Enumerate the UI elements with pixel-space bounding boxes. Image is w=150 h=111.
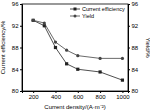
axis-line bbox=[20, 5, 23, 92]
data-point bbox=[76, 54, 79, 57]
tick-label: 80 bbox=[132, 88, 139, 94]
tick: 800 bbox=[96, 91, 107, 100]
data-point bbox=[54, 40, 57, 43]
tick-mark bbox=[128, 91, 130, 92]
tick-mark bbox=[122, 91, 123, 93]
tick: 96 bbox=[128, 1, 139, 7]
data-point bbox=[65, 49, 68, 52]
plot: 200400600800100080848892968084889296Curr… bbox=[12, 1, 139, 99]
tick-label: 96 bbox=[12, 1, 19, 7]
tick-label: 88 bbox=[132, 45, 139, 51]
y2-axis-title: Yield/% bbox=[145, 37, 150, 58]
tick: 96 bbox=[12, 1, 22, 7]
tick-label: 84 bbox=[132, 67, 139, 73]
tick-mark bbox=[100, 91, 101, 93]
y2-axis: 80 84 88 92 96 bbox=[128, 1, 139, 94]
data-point bbox=[99, 57, 102, 60]
tick: 92 bbox=[128, 23, 139, 29]
series-line bbox=[33, 20, 122, 58]
tick: 1000 bbox=[116, 91, 130, 100]
tick-mark bbox=[128, 69, 130, 70]
axis-line bbox=[129, 5, 131, 92]
legend-line bbox=[70, 16, 80, 17]
tick-label: 96 bbox=[132, 1, 139, 7]
tick-label: 92 bbox=[132, 23, 139, 29]
data-point bbox=[65, 62, 68, 65]
tick: 80 bbox=[12, 88, 22, 94]
tick-mark bbox=[20, 26, 22, 27]
tick: 400 bbox=[51, 91, 62, 100]
chart: 200400600800100080848892968084889296Curr… bbox=[0, 0, 150, 111]
tick: 92 bbox=[12, 23, 22, 29]
legend-marker bbox=[74, 8, 77, 11]
tick-mark bbox=[55, 91, 56, 93]
legend-item: Current efficiency bbox=[70, 6, 125, 12]
legend-label: Yield bbox=[82, 13, 94, 19]
data-point bbox=[32, 19, 35, 22]
legend-line bbox=[70, 9, 80, 10]
legend-label: Current efficiency bbox=[82, 6, 125, 12]
legend: Current efficiencyYield bbox=[70, 6, 125, 19]
data-area bbox=[32, 19, 124, 82]
tick: 80 bbox=[128, 88, 139, 94]
data-point bbox=[121, 79, 124, 82]
tick-mark bbox=[20, 69, 22, 70]
data-point bbox=[99, 70, 102, 73]
tick-mark bbox=[78, 91, 79, 93]
tick: 84 bbox=[128, 67, 139, 73]
tick-label: 200 bbox=[29, 94, 40, 100]
tick-mark bbox=[128, 48, 130, 49]
y-axis-title: Current efficiency/% bbox=[0, 20, 6, 74]
data-point bbox=[32, 19, 35, 22]
data-point bbox=[121, 57, 124, 60]
x-axis-title: Current density/(A·m⁻²) bbox=[44, 104, 105, 110]
tick-mark bbox=[128, 26, 130, 27]
legend-marker bbox=[74, 15, 77, 18]
tick-label: 84 bbox=[12, 67, 19, 73]
tick: 88 bbox=[12, 45, 22, 51]
data-point bbox=[54, 46, 57, 49]
tick-mark bbox=[20, 91, 22, 92]
plot-frame bbox=[22, 4, 128, 91]
tick-label: 80 bbox=[12, 88, 19, 94]
tick-label: 1000 bbox=[116, 94, 130, 100]
tick-label: 92 bbox=[12, 23, 19, 29]
tick-label: 88 bbox=[12, 45, 19, 51]
x-axis: 200 400 600 800 1000 bbox=[23, 91, 131, 100]
data-point bbox=[76, 68, 79, 71]
tick-label: 800 bbox=[96, 94, 107, 100]
series-line bbox=[33, 20, 122, 80]
tick: 88 bbox=[128, 45, 139, 51]
y-axis: 80 84 88 92 96 bbox=[12, 1, 23, 94]
tick: 84 bbox=[12, 67, 22, 73]
tick-label: 600 bbox=[73, 94, 84, 100]
tick-mark bbox=[128, 4, 130, 5]
tick-label: 400 bbox=[51, 94, 62, 100]
tick-mark bbox=[33, 91, 34, 93]
tick: 200 bbox=[29, 91, 40, 100]
data-point bbox=[43, 21, 46, 24]
legend-item: Yield bbox=[70, 13, 94, 19]
tick-mark bbox=[20, 48, 22, 49]
tick: 600 bbox=[73, 91, 84, 100]
tick-mark bbox=[20, 4, 22, 5]
